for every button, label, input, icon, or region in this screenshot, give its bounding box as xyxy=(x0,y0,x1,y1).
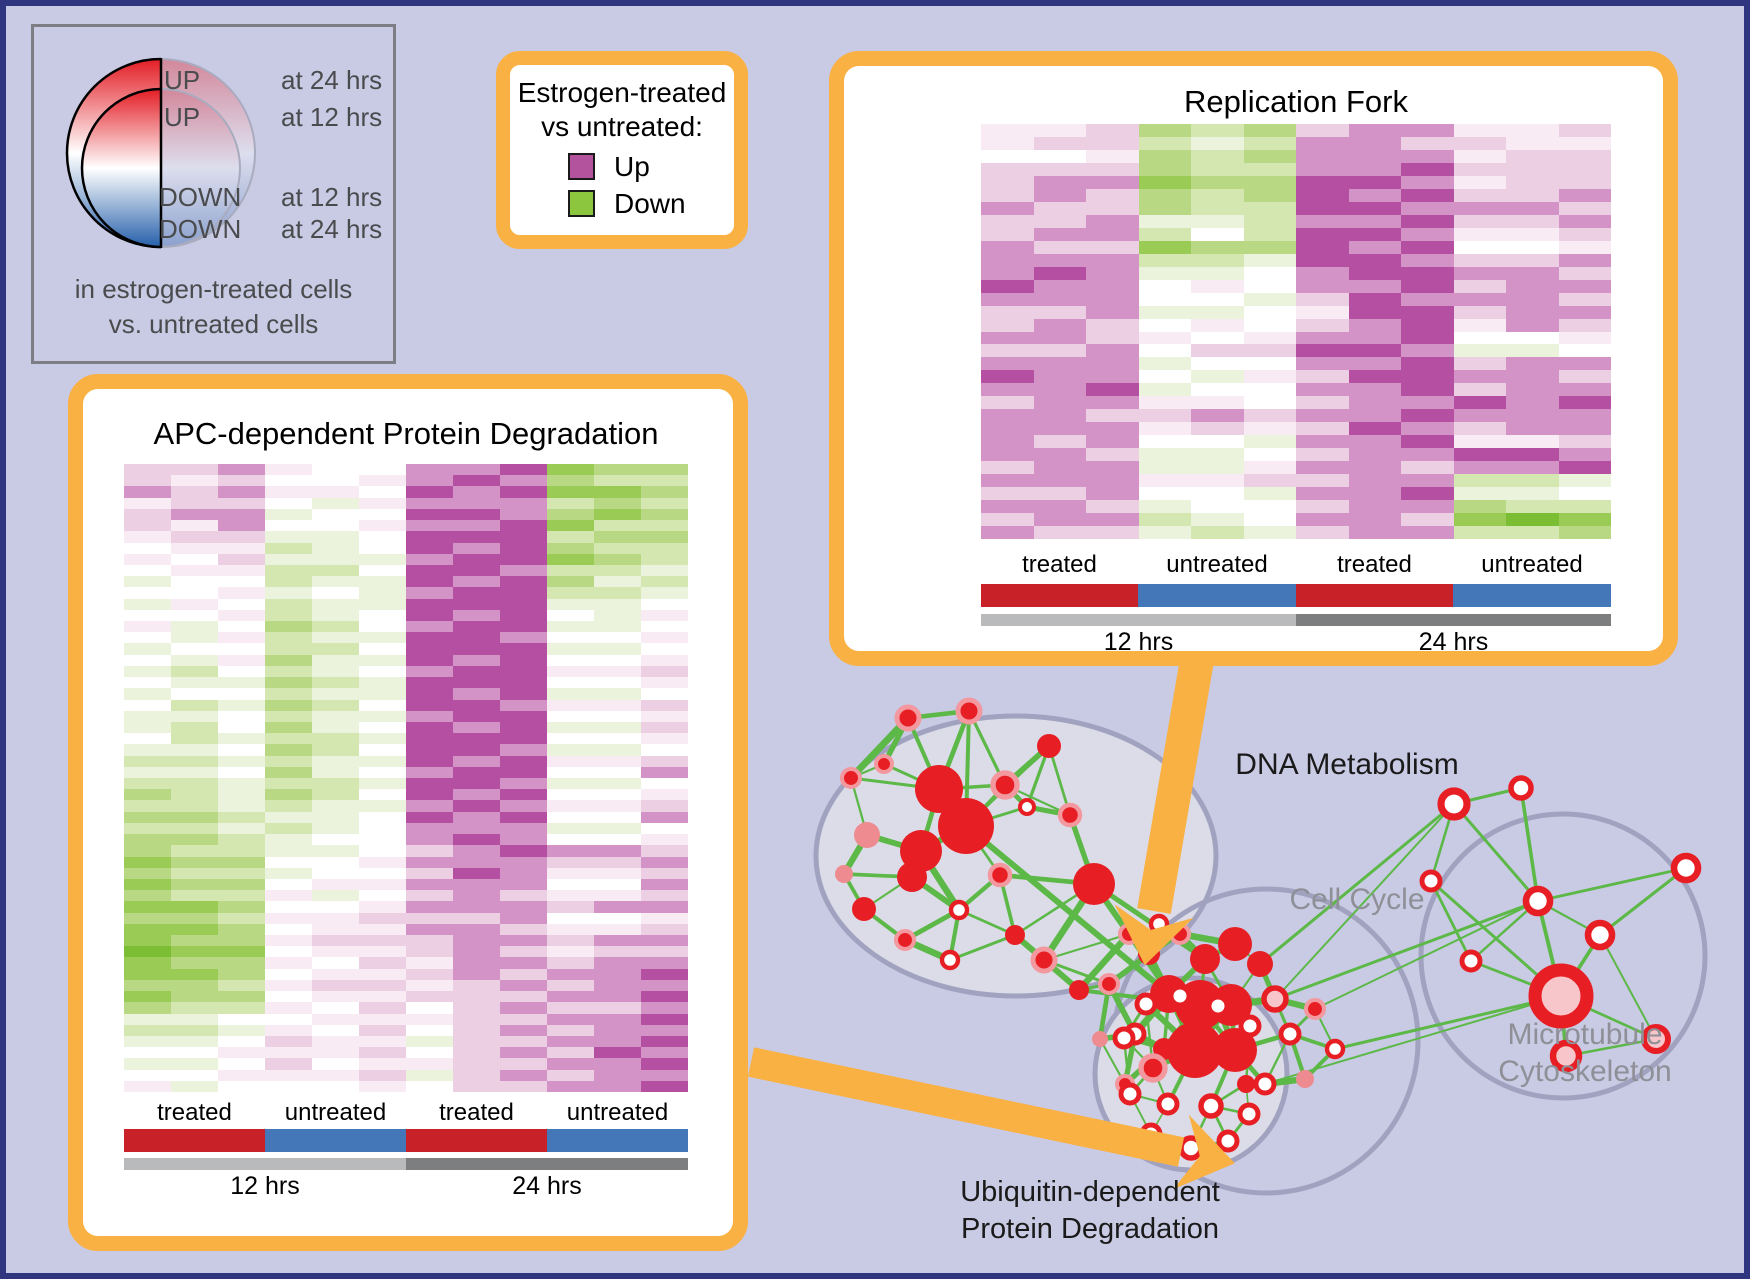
rf-treated-bar-24 xyxy=(1296,584,1453,607)
gene-network-graph xyxy=(747,651,1708,1196)
fold-change-rings-icon xyxy=(65,57,256,249)
apc-time-label-24: 24 hrs xyxy=(512,1172,582,1200)
rf-treated-bar-12 xyxy=(981,584,1138,607)
rf-untreated-bar-12 xyxy=(1138,584,1296,607)
fc-dir-3: DOWN xyxy=(159,182,242,212)
apc-group-label-2: untreated xyxy=(284,1099,387,1126)
fc-dir-1: UP xyxy=(164,65,201,95)
fc-dir-2: UP xyxy=(164,102,201,132)
fc-time-4: at 24 hrs xyxy=(281,214,383,244)
apc-untreated-bar-12 xyxy=(265,1129,406,1152)
apc-group-label-1: treated xyxy=(157,1099,232,1126)
apc-12hr-bar xyxy=(124,1158,406,1170)
fc-footnote-line1: in estrogen-treated cells xyxy=(74,274,353,304)
up-color-swatch xyxy=(568,153,595,180)
fc-time-2: at 12 hrs xyxy=(281,102,383,132)
fc-dir-4: DOWN xyxy=(159,214,242,244)
ubiquitin-degradation-label: Ubiquitin-dependent Protein Degradation xyxy=(960,1176,1220,1245)
rf-untreated-bar-24 xyxy=(1453,584,1611,607)
apc-treated-bar-24 xyxy=(406,1129,547,1152)
rf-time-label-12: 12 hrs xyxy=(1103,628,1174,656)
rf-group-label-1: treated xyxy=(1022,551,1097,578)
down-label: Down xyxy=(614,188,686,219)
fc-time-3: at 12 hrs xyxy=(281,182,383,212)
rf-group-label-3: treated xyxy=(1337,551,1412,578)
dna-metabolism-label: DNA Metabolism xyxy=(1235,748,1459,781)
replication-fork-title: Replication Fork xyxy=(1184,84,1408,119)
apc-heatmap xyxy=(124,464,688,1092)
apc-time-label-12: 12 hrs xyxy=(230,1172,300,1200)
updown-legend-title-line2: vs untreated: xyxy=(541,111,703,142)
apc-24hr-bar xyxy=(406,1158,688,1170)
rf-group-label-4: untreated xyxy=(1481,551,1583,578)
fc-footnote-line2: vs. untreated cells xyxy=(108,309,319,339)
updown-legend-title-line1: Estrogen-treated xyxy=(517,77,727,108)
fold-change-legend: UP at 24 hrs UP at 12 hrs DOWN at 12 hrs… xyxy=(31,24,396,364)
apc-group-label-4: untreated xyxy=(566,1099,669,1126)
rf-24hr-bar xyxy=(1296,614,1611,626)
rf-time-label-24: 24 hrs xyxy=(1418,628,1489,656)
apc-untreated-bar-24 xyxy=(547,1129,688,1152)
replication-fork-heatmap xyxy=(981,124,1611,539)
updown-legend: Estrogen-treated vs untreated: Up Down xyxy=(496,51,748,249)
rf-12hr-bar xyxy=(981,614,1296,626)
apc-treated-bar-12 xyxy=(124,1129,265,1152)
up-label: Up xyxy=(614,151,650,182)
cell-cycle-label: Cell Cycle xyxy=(1289,883,1425,916)
fc-time-1: at 24 hrs xyxy=(281,65,383,95)
rf-group-label-2: untreated xyxy=(1166,551,1268,578)
apc-title: APC-dependent Protein Degradation xyxy=(153,416,659,451)
microtubule-cytoskeleton-label: Microtubule Cytoskeleton xyxy=(1498,1018,1672,1088)
down-color-swatch xyxy=(568,190,595,217)
apc-group-label-3: treated xyxy=(439,1099,514,1126)
